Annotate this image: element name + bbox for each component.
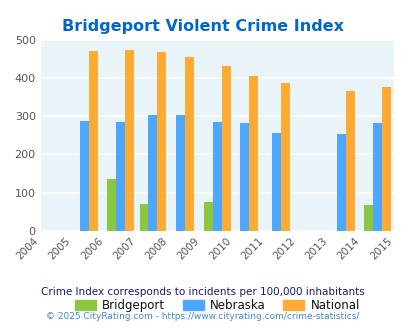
Bar xyxy=(336,134,345,231)
Bar xyxy=(148,115,157,231)
Text: Bridgeport Violent Crime Index: Bridgeport Violent Crime Index xyxy=(62,19,343,34)
Bar xyxy=(363,205,372,231)
Legend: Bridgeport, Nebraska, National: Bridgeport, Nebraska, National xyxy=(70,294,364,317)
Bar xyxy=(281,83,290,231)
Bar xyxy=(107,179,116,231)
Text: © 2025 CityRating.com - https://www.cityrating.com/crime-statistics/: © 2025 CityRating.com - https://www.city… xyxy=(46,312,359,321)
Bar xyxy=(372,123,382,231)
Bar xyxy=(89,51,98,231)
Bar xyxy=(116,122,125,231)
Bar xyxy=(185,57,194,231)
Bar xyxy=(79,121,89,231)
Bar xyxy=(221,66,230,231)
Bar xyxy=(382,87,390,231)
Bar xyxy=(139,204,148,231)
Bar xyxy=(125,50,134,231)
Bar xyxy=(249,76,258,231)
Bar xyxy=(203,202,212,231)
Bar xyxy=(157,52,166,231)
Bar xyxy=(345,90,354,231)
Bar xyxy=(212,122,221,231)
Bar xyxy=(240,123,249,231)
Bar xyxy=(176,115,185,231)
Text: Crime Index corresponds to incidents per 100,000 inhabitants: Crime Index corresponds to incidents per… xyxy=(41,287,364,297)
Bar xyxy=(272,133,281,231)
